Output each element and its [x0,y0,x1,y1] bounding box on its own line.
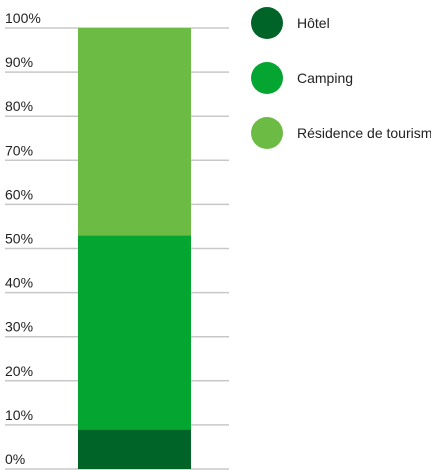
legend-swatch [251,7,283,39]
bar-segment-3 [78,28,191,236]
legend-item: Résidence de tourisme [251,117,431,149]
bar-segment-2 [78,235,191,430]
y-tick-label: 40% [5,275,33,291]
legend-item: Hôtel [251,7,330,39]
legend-label: Hôtel [297,15,330,31]
y-tick-label: 90% [5,54,33,70]
y-tick-label: 80% [5,98,33,114]
legend-label: Camping [297,70,353,86]
bar-segment-1 [78,429,191,469]
legend-label: Résidence de tourisme [297,125,431,141]
legend-swatch [251,62,283,94]
legend: Hôtel Camping Résidence de tourisme [251,7,431,149]
y-tick-label: 20% [5,363,33,379]
legend-item: Camping [251,62,353,94]
y-axis-tick-labels: 0% 10% 20% 30% 40% 50% 60% 70% 80% 90% 100% [5,10,41,467]
legend-swatch [251,117,283,149]
y-tick-label: 0% [5,451,25,467]
y-tick-label: 100% [5,10,41,26]
y-tick-label: 10% [5,407,33,423]
y-tick-label: 30% [5,319,33,335]
y-tick-label: 60% [5,186,33,202]
y-tick-label: 70% [5,142,33,158]
stacked-bar [78,28,191,469]
y-tick-label: 50% [5,231,33,247]
